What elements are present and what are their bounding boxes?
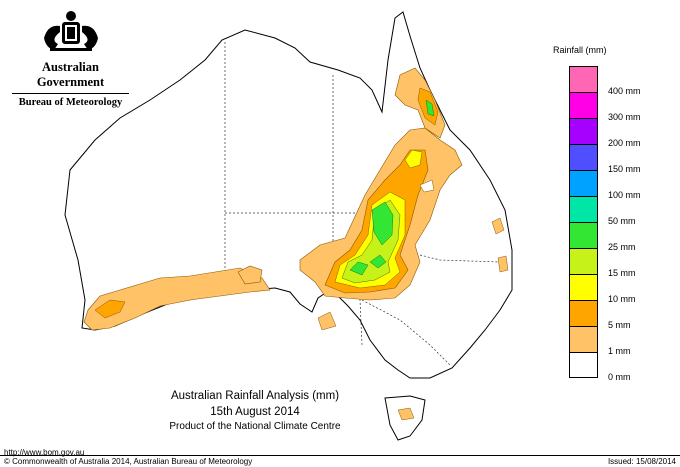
rainfall-area-qld-central xyxy=(404,149,423,169)
legend-label: 100 mm xyxy=(608,190,641,200)
legend-swatch xyxy=(569,274,598,300)
map-date: 15th August 2014 xyxy=(210,406,300,418)
rainfall-area-sw-5mm xyxy=(94,299,126,319)
map-title-block: Australian Rainfall Analysis (mm) 15th A… xyxy=(120,388,390,434)
legend-swatch xyxy=(569,144,598,170)
footer-divider xyxy=(0,455,680,456)
rainfall-area-qld-gap xyxy=(419,179,435,193)
legend-swatch xyxy=(569,118,598,144)
footer-copyright: © Commonwealth of Australia 2014, Austra… xyxy=(4,457,253,466)
rainfall-area-central-25mm xyxy=(371,201,394,246)
legend-label: 10 mm xyxy=(608,294,636,304)
legend-swatch xyxy=(569,92,598,118)
rainfall-area-east-1 xyxy=(491,217,505,235)
legend-swatch xyxy=(569,326,598,352)
map-product: Product of the National Climate Centre xyxy=(169,421,341,432)
government-branding: Australian Government Bureau of Meteorol… xyxy=(8,60,133,108)
legend-label: 15 mm xyxy=(608,268,636,278)
legend-swatch xyxy=(569,66,598,92)
legend-swatch xyxy=(569,248,598,274)
legend-swatch xyxy=(569,196,598,222)
footer-url[interactable]: http://www.bom.gov.au xyxy=(4,448,85,457)
bureau-name: Bureau of Meteorology xyxy=(18,97,123,108)
rainfall-area-nullarbor xyxy=(237,265,263,285)
government-name: Australian Government xyxy=(36,60,105,89)
legend-label: 400 mm xyxy=(608,86,641,96)
legend-title: Rainfall (mm) xyxy=(553,45,607,55)
legend-label: 25 mm xyxy=(608,242,636,252)
rainfall-area-vic xyxy=(317,311,337,331)
legend-swatch xyxy=(569,222,598,248)
legend-label: 50 mm xyxy=(608,216,636,226)
footer-issued-date: Issued: 15/08/2014 xyxy=(607,457,676,466)
legend-swatch xyxy=(569,170,598,196)
rainfall-area-east-2 xyxy=(497,255,509,273)
legend-label: 150 mm xyxy=(608,164,641,174)
coat-of-arms-logo xyxy=(44,11,98,51)
rainfall-area-sw xyxy=(83,267,271,331)
rainfall-area-central-25mm-c xyxy=(369,254,387,269)
branding-divider xyxy=(12,93,129,94)
legend-label: 5 mm xyxy=(608,320,631,330)
rainfall-area-tas xyxy=(397,407,415,421)
legend-label: 200 mm xyxy=(608,138,641,148)
legend-swatch xyxy=(569,300,598,326)
legend-swatch xyxy=(569,352,598,378)
legend-label: 300 mm xyxy=(608,112,641,122)
rainfall-area-central-25mm-b xyxy=(349,261,369,276)
legend xyxy=(569,66,598,378)
legend-label: 0 mm xyxy=(608,372,631,382)
rainfall-area-ne-25mm xyxy=(425,99,435,117)
map-title: Australian Rainfall Analysis (mm) xyxy=(170,390,340,402)
legend-label: 1 mm xyxy=(608,346,631,356)
